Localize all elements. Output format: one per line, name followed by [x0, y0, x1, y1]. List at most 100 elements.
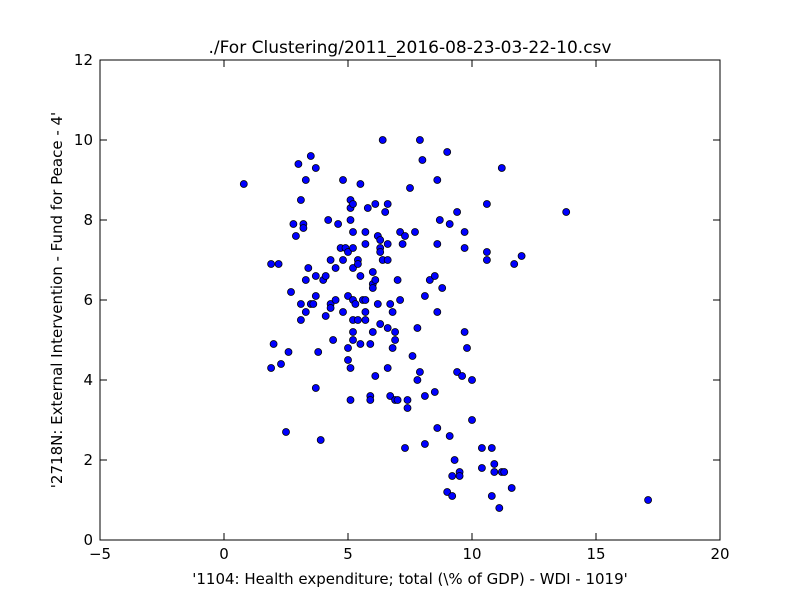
data-point — [371, 372, 380, 380]
x-tick-label: 10 — [462, 545, 481, 563]
data-point — [425, 276, 434, 284]
data-point — [644, 496, 652, 504]
data-point — [284, 348, 293, 356]
data-point — [433, 308, 442, 316]
data-point — [401, 444, 409, 452]
data-point — [331, 264, 340, 272]
data-point — [353, 260, 362, 268]
data-point — [356, 180, 365, 188]
y-tick-label: 10 — [74, 131, 93, 149]
data-point — [468, 416, 476, 424]
data-point — [239, 180, 248, 188]
data-point — [306, 152, 315, 160]
data-point — [482, 200, 491, 208]
data-point — [326, 256, 335, 264]
y-axis-ticks: 0 2 4 6 8 10 12 — [74, 51, 720, 549]
data-point — [356, 340, 365, 348]
data-point — [289, 220, 298, 228]
data-point — [413, 324, 422, 332]
data-point — [448, 472, 457, 480]
data-point — [311, 164, 320, 172]
data-point — [344, 356, 352, 364]
data-point — [351, 300, 360, 308]
data-point — [299, 224, 308, 232]
data-point — [274, 260, 283, 268]
data-point — [366, 340, 375, 348]
data-point — [396, 296, 405, 304]
data-point — [482, 248, 491, 256]
data-point — [349, 336, 357, 344]
y-tick-label: 4 — [83, 371, 93, 389]
data-point — [418, 156, 427, 164]
data-point — [314, 348, 323, 356]
data-point — [403, 396, 412, 404]
data-point — [393, 396, 402, 404]
x-tick-label: 5 — [343, 545, 353, 563]
data-point — [339, 256, 347, 264]
data-point — [408, 352, 417, 360]
data-point — [376, 320, 385, 328]
data-point — [311, 292, 320, 300]
data-point — [510, 260, 519, 268]
data-point — [383, 240, 392, 248]
data-point — [445, 220, 454, 228]
data-point — [411, 228, 419, 236]
data-point — [376, 248, 385, 256]
data-point — [361, 228, 370, 236]
data-point — [460, 228, 469, 236]
data-point — [349, 200, 357, 208]
data-point — [339, 308, 347, 316]
data-point — [368, 328, 377, 336]
data-point — [482, 256, 491, 264]
data-point — [468, 376, 476, 384]
data-point — [366, 396, 375, 404]
data-point — [420, 392, 429, 400]
data-point — [378, 136, 387, 144]
data-point — [353, 316, 362, 324]
data-point — [381, 208, 390, 216]
x-axis-label: '1104: Health expenditure; total (\% of … — [192, 570, 628, 588]
data-point — [321, 312, 330, 320]
plot-area — [100, 60, 720, 540]
data-point — [507, 484, 516, 492]
x-tick-label: 20 — [710, 545, 729, 563]
data-point — [361, 296, 370, 304]
data-point — [301, 176, 310, 184]
data-point — [371, 276, 380, 284]
data-point — [477, 444, 486, 452]
data-point — [301, 308, 310, 316]
data-point — [346, 364, 355, 372]
data-point — [346, 216, 355, 224]
data-point — [388, 308, 397, 316]
data-point — [376, 236, 385, 244]
data-point — [311, 272, 320, 280]
chart-title: ./For Clustering/2011_2016-08-23-03-22-1… — [209, 38, 612, 58]
data-point — [383, 364, 392, 372]
data-point — [296, 300, 305, 308]
data-point — [500, 468, 509, 476]
data-point — [344, 292, 352, 300]
data-point — [463, 344, 471, 352]
data-point — [401, 232, 409, 240]
y-tick-label: 12 — [74, 51, 93, 69]
data-point — [287, 288, 295, 296]
data-point — [430, 388, 439, 396]
data-point — [361, 308, 370, 316]
y-axis-label: '2718N: External Intervention - Fund for… — [48, 112, 66, 488]
data-point — [490, 468, 499, 476]
data-point — [403, 404, 412, 412]
x-tick-label: −5 — [89, 545, 111, 563]
data-point — [349, 328, 357, 336]
data-point — [415, 368, 424, 376]
data-point — [277, 360, 285, 368]
data-point — [304, 264, 313, 272]
x-axis-ticks: −5 0 5 10 15 20 — [89, 60, 730, 563]
data-point — [477, 464, 486, 472]
data-point — [301, 276, 310, 284]
data-point — [296, 196, 305, 204]
data-point — [316, 436, 325, 444]
data-points — [239, 136, 652, 512]
data-point — [361, 240, 370, 248]
data-point — [282, 428, 290, 436]
